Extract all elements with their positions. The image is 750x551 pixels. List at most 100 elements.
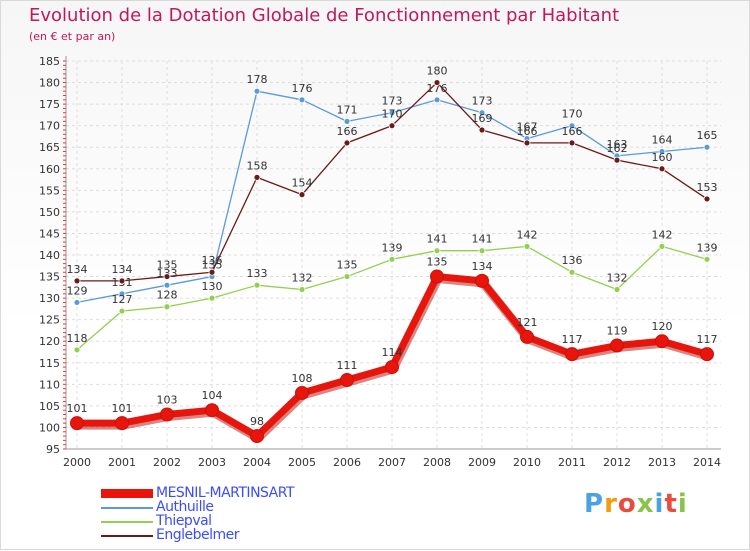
data-point — [73, 299, 81, 306]
x-tick-label: 2001 — [108, 456, 136, 469]
data-label: 134 — [67, 263, 88, 276]
data-point — [73, 346, 81, 354]
data-point — [568, 139, 576, 147]
data-label: 139 — [697, 241, 718, 254]
legend-label: MESNIL-MARTINSART — [156, 485, 295, 501]
data-point — [343, 117, 351, 125]
data-label: 166 — [562, 125, 583, 138]
data-label: 160 — [652, 151, 673, 164]
chart-subtitle: (en € et par an) — [29, 30, 116, 43]
data-label: 135 — [157, 259, 178, 272]
data-point — [658, 165, 666, 173]
y-tick-label: 160 — [39, 163, 60, 176]
data-point — [298, 96, 306, 104]
data-label: 135 — [337, 259, 358, 272]
data-label: 121 — [517, 316, 538, 329]
data-label: 166 — [337, 125, 358, 138]
data-label: 129 — [67, 284, 88, 297]
y-tick-label: 135 — [39, 271, 60, 284]
data-point — [343, 139, 351, 147]
data-point — [700, 347, 714, 362]
data-label: 128 — [157, 289, 178, 302]
data-label: 142 — [517, 228, 538, 241]
data-label: 101 — [112, 402, 133, 415]
data-label: 165 — [697, 129, 718, 142]
y-tick-label: 130 — [39, 292, 60, 305]
data-label: 142 — [652, 228, 673, 241]
data-point — [433, 247, 441, 255]
y-tick-label: 155 — [39, 184, 60, 197]
data-label: 173 — [382, 95, 403, 108]
data-label: 170 — [562, 108, 583, 121]
data-label: 136 — [202, 254, 223, 267]
legend-swatch — [101, 521, 153, 523]
data-label: 176 — [292, 82, 313, 95]
data-point — [703, 255, 711, 263]
x-tick-label: 2010 — [513, 456, 541, 469]
legend-label: Authuille — [156, 499, 214, 515]
data-label: 171 — [337, 103, 358, 116]
y-tick-label: 185 — [39, 55, 60, 68]
data-point — [208, 268, 216, 276]
y-tick-label: 125 — [39, 314, 60, 327]
data-point — [613, 156, 621, 164]
legend-swatch — [101, 535, 153, 537]
data-point — [478, 126, 486, 134]
x-tick-label: 2013 — [648, 456, 676, 469]
data-label: 118 — [67, 332, 88, 345]
data-label: 117 — [697, 333, 718, 346]
y-tick-label: 115 — [39, 357, 60, 370]
data-label: 127 — [112, 293, 133, 306]
data-point — [655, 334, 669, 349]
data-point — [523, 139, 531, 147]
data-point — [70, 416, 84, 431]
data-point — [253, 281, 261, 289]
data-label: 153 — [697, 181, 718, 194]
data-label: 135 — [427, 256, 448, 269]
data-point — [703, 143, 711, 151]
y-tick-label: 145 — [39, 227, 60, 240]
data-point — [388, 255, 396, 263]
data-point — [115, 416, 129, 431]
data-label: 132 — [292, 271, 313, 284]
data-point — [523, 242, 531, 250]
legend-label: Thiepval — [156, 513, 212, 529]
data-label: 141 — [472, 233, 493, 246]
y-tick-label: 105 — [39, 400, 60, 413]
data-point — [160, 407, 174, 422]
data-label: 139 — [382, 241, 403, 254]
data-label: 154 — [292, 177, 313, 190]
x-tick-label: 2007 — [378, 456, 406, 469]
data-label: 166 — [517, 125, 538, 138]
data-point — [475, 273, 489, 288]
data-label: 178 — [247, 73, 268, 86]
y-tick-label: 175 — [39, 98, 60, 111]
data-point — [658, 148, 666, 155]
data-label: 164 — [652, 134, 673, 147]
data-point — [388, 122, 396, 130]
data-label: 176 — [427, 82, 448, 95]
x-tick-label: 2003 — [198, 456, 226, 469]
data-point — [73, 277, 81, 285]
data-point — [565, 347, 579, 362]
data-label: 141 — [427, 233, 448, 246]
x-tick-label: 2000 — [63, 456, 91, 469]
y-tick-label: 170 — [39, 120, 60, 133]
data-point — [295, 385, 309, 400]
data-point — [478, 247, 486, 255]
data-point — [385, 360, 399, 375]
data-label: 162 — [607, 142, 628, 155]
data-label: 133 — [247, 267, 268, 280]
x-tick-label: 2011 — [558, 456, 586, 469]
data-point — [253, 87, 261, 95]
y-tick-label: 140 — [39, 249, 60, 262]
data-point — [610, 338, 624, 353]
data-point — [118, 307, 126, 315]
x-tick-label: 2012 — [603, 456, 631, 469]
data-label: 103 — [157, 394, 178, 407]
data-point — [703, 195, 711, 203]
x-tick-label: 2002 — [153, 456, 181, 469]
x-tick-label: 2004 — [243, 456, 271, 469]
data-label: 173 — [472, 95, 493, 108]
data-label: 136 — [562, 254, 583, 267]
